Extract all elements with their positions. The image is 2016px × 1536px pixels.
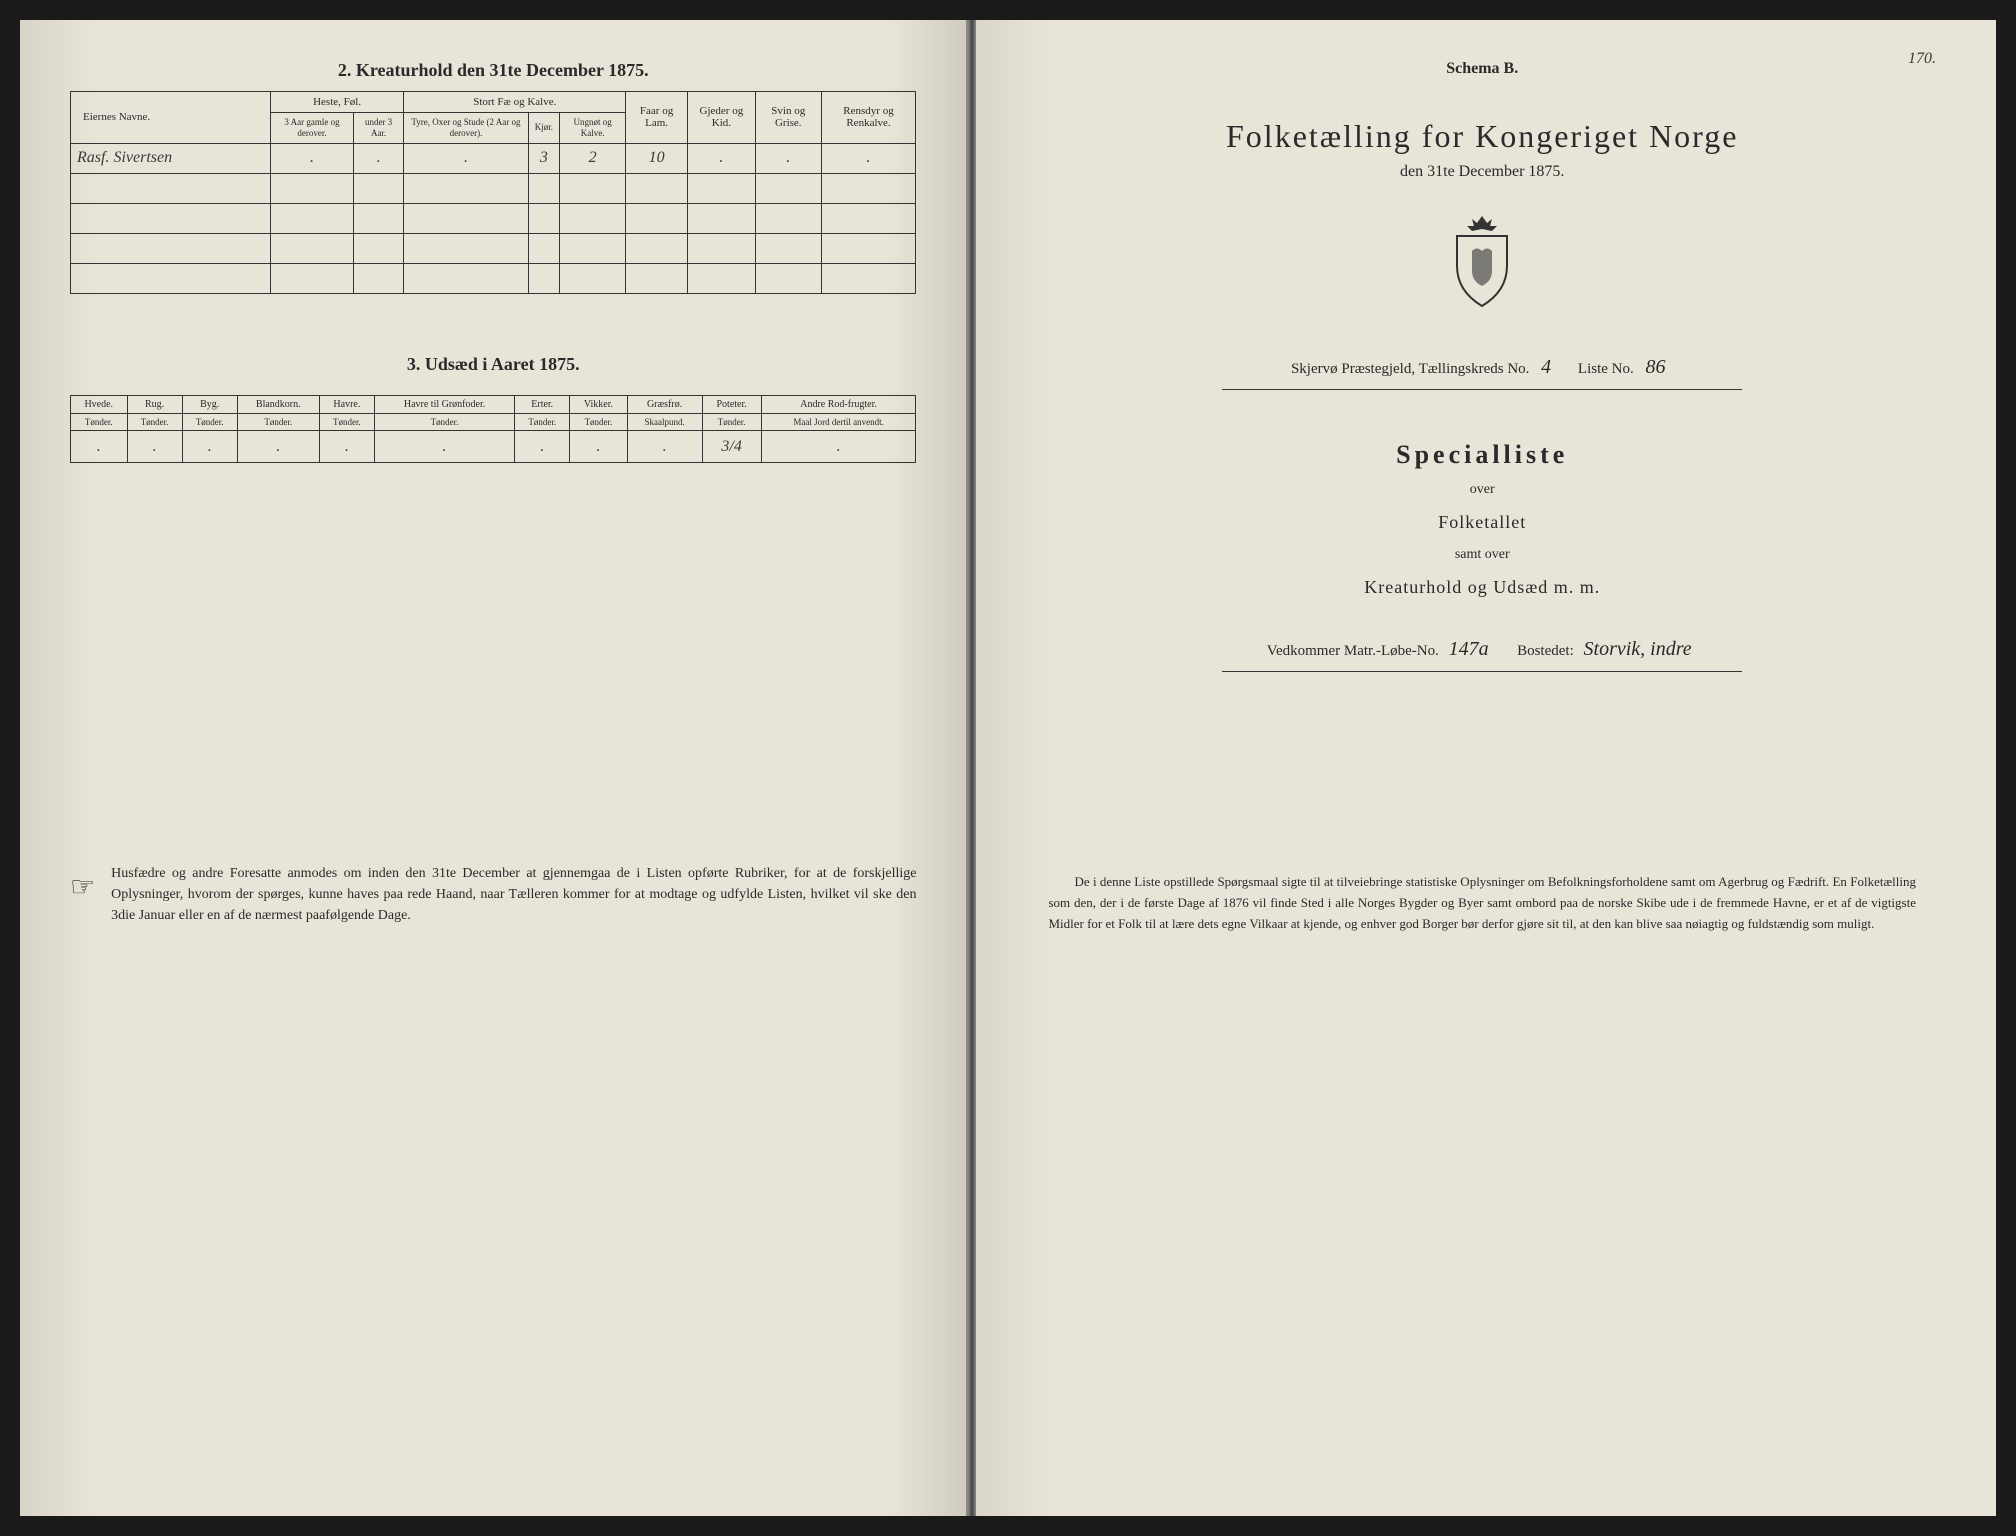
section2-title: 2. Kreaturhold den 31te December 1875.: [70, 60, 916, 81]
cell: .: [237, 431, 319, 463]
col-cattle-group: Stort Fæ og Kalve.: [404, 92, 626, 113]
cell: .: [127, 431, 182, 463]
unit: Tønder.: [319, 413, 374, 431]
unit: Tønder.: [570, 413, 627, 431]
col: Hvede.: [71, 395, 128, 413]
subtitle: den 31te December 1875.: [1048, 163, 1916, 181]
liste-no: 86: [1638, 356, 1674, 378]
livestock-table: Eiernes Navne. Heste, Føl. Stort Fæ og K…: [70, 91, 916, 294]
cell: .: [627, 431, 702, 463]
cell: .: [319, 431, 374, 463]
col-pigs: Svin og Grise.: [756, 92, 822, 144]
cell-owner: Rasf. Sivertsen: [71, 143, 271, 173]
specialliste-title: Specialliste: [1048, 440, 1916, 470]
col-sheep: Faar og Lam.: [626, 92, 687, 144]
cell: 3/4: [702, 431, 761, 463]
unit: Tønder.: [702, 413, 761, 431]
bosted-value: Storvik, indre: [1578, 638, 1698, 660]
col-cattle3: Ungnøt og Kalve.: [560, 113, 626, 144]
cell: .: [515, 431, 570, 463]
page-number: 170.: [1908, 50, 1936, 68]
pointing-hand-icon: ☞: [70, 867, 95, 909]
unit: Tønder.: [127, 413, 182, 431]
cell: .: [271, 143, 354, 173]
district-no: 4: [1533, 356, 1559, 378]
col-horse1: 3 Aar gamle og derover.: [271, 113, 354, 144]
cell: .: [182, 431, 237, 463]
unit: Tønder.: [237, 413, 319, 431]
col: Havre.: [319, 395, 374, 413]
kreatur-line: Kreaturhold og Udsæd m. m.: [1048, 577, 1916, 598]
cell: .: [756, 143, 822, 173]
col: Blandkorn.: [237, 395, 319, 413]
coat-of-arms-icon: [1048, 211, 1916, 316]
seed-table: Hvede. Rug. Byg. Blandkorn. Havre. Havre…: [70, 395, 916, 464]
col: Rug.: [127, 395, 182, 413]
unit: Tønder.: [374, 413, 514, 431]
cell: .: [404, 143, 529, 173]
district-line: Skjervø Præstegjeld, Tællingskreds No. 4…: [1048, 356, 1916, 379]
col: Græsfrø.: [627, 395, 702, 413]
col-goats: Gjeder og Kid.: [687, 92, 755, 144]
col-horse-group: Heste, Føl.: [271, 92, 404, 113]
book-spread: 2. Kreaturhold den 31te December 1875. E…: [20, 20, 1996, 1516]
col-cattle2: Kjør.: [528, 113, 559, 144]
matr-line: Vedkommer Matr.-Løbe-No. 147a Bostedet: …: [1048, 638, 1916, 661]
unit: Tønder.: [515, 413, 570, 431]
cell: .: [761, 431, 916, 463]
liste-label: Liste No.: [1578, 361, 1634, 377]
table-row: . . . . . . . . . 3/4 .: [71, 431, 916, 463]
book-spine: [968, 20, 976, 1516]
district-prefix: Skjervø Præstegjeld, Tællingskreds No.: [1291, 361, 1529, 377]
schema-label: Schema B.: [1048, 60, 1916, 78]
unit: Tønder.: [182, 413, 237, 431]
table-row: [71, 203, 916, 233]
footer-note: ☞ Husfædre og andre Foresatte anmodes om…: [70, 863, 916, 926]
cell: 10: [626, 143, 687, 173]
cell: .: [687, 143, 755, 173]
col: Havre til Grønfoder.: [374, 395, 514, 413]
cell: .: [374, 431, 514, 463]
over-label: over: [1048, 482, 1916, 498]
table-row: Rasf. Sivertsen . . . 3 2 10 . . .: [71, 143, 916, 173]
col-horse2: under 3 Aar.: [353, 113, 403, 144]
col-reindeer: Rensdyr og Renkalve.: [821, 92, 916, 144]
matr-label: Vedkommer Matr.-Løbe-No.: [1267, 643, 1439, 659]
unit: Skaalpund.: [627, 413, 702, 431]
divider: [1222, 389, 1743, 390]
footer-note-text: Husfædre og andre Foresatte anmodes om i…: [111, 863, 916, 926]
table-row: [71, 263, 916, 293]
cell: .: [71, 431, 128, 463]
left-page: 2. Kreaturhold den 31te December 1875. E…: [20, 20, 968, 1516]
folketallet: Folketallet: [1048, 512, 1916, 533]
cell: .: [570, 431, 627, 463]
cell: .: [353, 143, 403, 173]
col: Poteter.: [702, 395, 761, 413]
samt-over: samt over: [1048, 547, 1916, 563]
col: Erter.: [515, 395, 570, 413]
col: Byg.: [182, 395, 237, 413]
col-cattle1: Tyre, Oxer og Stude (2 Aar og derover).: [404, 113, 529, 144]
unit: Maal Jord dertil anvendt.: [761, 413, 916, 431]
cell: .: [821, 143, 916, 173]
divider: [1222, 671, 1743, 672]
bottom-paragraph: De i denne Liste opstillede Spørgsmaal s…: [1048, 872, 1916, 934]
matr-no: 147a: [1443, 638, 1495, 660]
section3-title: 3. Udsæd i Aaret 1875.: [70, 354, 916, 375]
cell: 3: [528, 143, 559, 173]
col-owner: Eiernes Navne.: [71, 92, 271, 144]
col: Vikker.: [570, 395, 627, 413]
right-page: 170. Schema B. Folketælling for Kongerig…: [968, 20, 1996, 1516]
bosted-label: Bostedet:: [1517, 643, 1574, 659]
main-title: Folketælling for Kongeriget Norge: [1048, 118, 1916, 155]
cell: 2: [560, 143, 626, 173]
table-row: [71, 233, 916, 263]
col: Andre Rod-frugter.: [761, 395, 916, 413]
unit: Tønder.: [71, 413, 128, 431]
table-row: [71, 173, 916, 203]
